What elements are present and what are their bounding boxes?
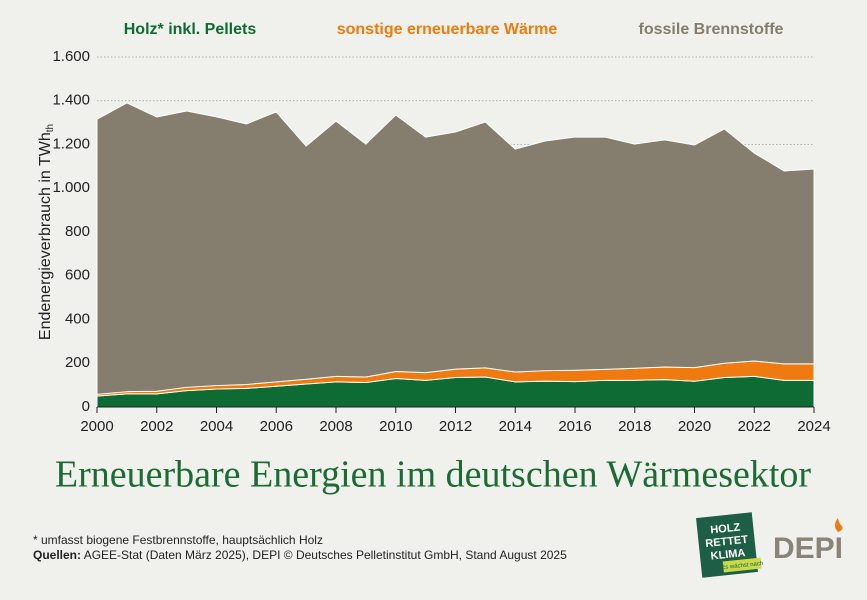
legend-entry: fossile Brennstoffe bbox=[639, 21, 784, 38]
x-tick-label: 2006 bbox=[260, 418, 293, 435]
x-tick-label: 2008 bbox=[319, 418, 352, 435]
y-tick-label: 600 bbox=[65, 267, 90, 284]
axes: 0 200 400 600 800 1.000 1.200 1.400 1.600 2000 200… bbox=[52, 48, 830, 435]
y-tick-label: 400 bbox=[65, 310, 90, 327]
areas bbox=[96, 102, 815, 408]
x-tick-label: 2016 bbox=[558, 418, 591, 435]
x-tick-label: 2018 bbox=[618, 418, 651, 435]
x-tick-label: 2002 bbox=[140, 418, 173, 435]
y-tick-label: 1.000 bbox=[52, 179, 90, 196]
sources-text: AGEE-Stat (Daten März 2025), DEPI © Deut… bbox=[84, 548, 567, 562]
x-tick-label: 2004 bbox=[200, 418, 233, 435]
holz-logo-tag: Es wächst nach bbox=[721, 561, 763, 571]
sources: Quellen: AGEE-Stat (Daten März 2025), DE… bbox=[33, 548, 567, 562]
y-axis-label-main: Endenergieverbrauch in TWh bbox=[37, 132, 54, 340]
x-tick-label: 2020 bbox=[678, 418, 711, 435]
y-axis-label-sub: th bbox=[45, 124, 56, 132]
area bbox=[96, 102, 815, 395]
holz-logo-line: KLIMA bbox=[710, 547, 746, 563]
y-tick-label: 1.400 bbox=[52, 92, 90, 109]
holz-logo-line: HOLZ bbox=[710, 521, 741, 536]
y-tick-label: 1.600 bbox=[52, 48, 90, 65]
y-tick-label: 800 bbox=[65, 223, 90, 240]
chart-title: Erneuerbare Energien im deutschen Wärmes… bbox=[55, 454, 812, 496]
depi-logo: DEPI bbox=[773, 532, 843, 565]
x-tick-label: 2000 bbox=[80, 418, 113, 435]
footnote: * umfasst biogene Festbrennstoffe, haupt… bbox=[33, 533, 323, 547]
y-tick-label: 1.200 bbox=[52, 135, 90, 152]
legend-entry: sonstige erneuerbare Wärme bbox=[337, 21, 558, 38]
y-tick-label: 200 bbox=[65, 354, 90, 371]
x-tick-label: 2022 bbox=[738, 418, 771, 435]
y-tick-label: 0 bbox=[82, 398, 90, 415]
y-axis-label: Endenergieverbrauch in TWhth bbox=[37, 124, 55, 340]
x-tick-label: 2010 bbox=[379, 418, 412, 435]
x-tick-label: 2024 bbox=[797, 418, 830, 435]
holz-logo-tag-bg bbox=[722, 557, 762, 573]
legend-entry: Holz* inkl. Pellets bbox=[124, 21, 257, 38]
x-tick-label: 2012 bbox=[439, 418, 472, 435]
x-tick-label: 2014 bbox=[499, 418, 532, 435]
holz-logo-line: RETTET bbox=[705, 534, 749, 550]
sources-label: Quellen: bbox=[33, 548, 81, 562]
holz-logo: HOLZ RETTET KLIMA Es wächst nach bbox=[696, 512, 764, 578]
depi-flame bbox=[835, 518, 843, 532]
